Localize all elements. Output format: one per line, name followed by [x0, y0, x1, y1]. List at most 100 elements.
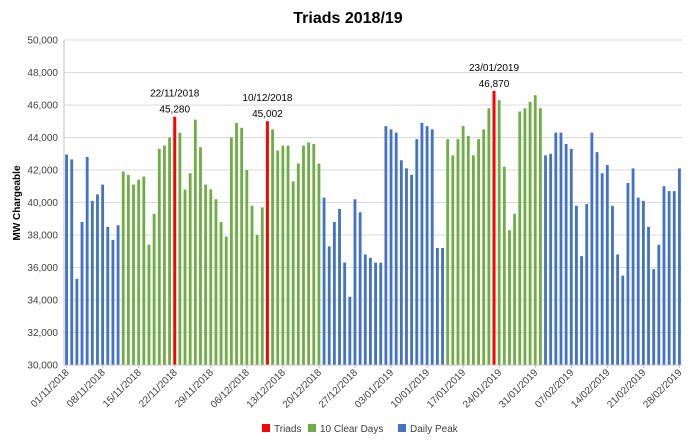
daily-peak-bar	[70, 159, 74, 365]
clear-day-bar	[487, 108, 491, 365]
legend-swatch	[308, 424, 316, 432]
y-axis-label: MW Chargeable	[12, 165, 23, 240]
y-tick-label: 42,000	[27, 166, 58, 177]
clear-day-bar	[235, 122, 238, 365]
clear-day-bar	[497, 100, 501, 365]
triad-bar	[265, 121, 269, 365]
daily-peak-bar	[96, 194, 99, 365]
daily-peak-bar	[399, 160, 403, 365]
daily-peak-bar	[394, 132, 398, 365]
clear-day-bar	[147, 244, 151, 365]
daily-peak-bar	[338, 209, 341, 365]
daily-peak-bar	[65, 154, 68, 365]
clear-day-bar	[296, 163, 300, 365]
clear-day-bar	[472, 155, 475, 365]
y-tick-label: 32,000	[27, 328, 58, 339]
y-tick-label: 38,000	[27, 231, 58, 242]
clear-day-bar	[291, 181, 295, 365]
chart-title: Triads 2018/19	[293, 10, 403, 27]
legend-label: 10 Clear Days	[320, 424, 383, 435]
legend-swatch	[398, 424, 406, 432]
daily-peak-bar	[636, 197, 640, 365]
clear-day-bar	[502, 166, 506, 365]
daily-peak-bar	[389, 129, 393, 365]
clear-day-bar	[286, 145, 290, 365]
daily-peak-bar	[430, 129, 434, 365]
legend-swatch	[262, 424, 270, 432]
daily-peak-bar	[327, 246, 331, 365]
gridlines	[64, 39, 682, 333]
daily-peak-bar	[90, 200, 94, 365]
clear-day-bar	[229, 137, 233, 365]
daily-peak-bar	[590, 132, 594, 365]
daily-peak-bar	[80, 222, 84, 365]
daily-peak-bar	[631, 168, 635, 365]
daily-peak-bar	[358, 212, 362, 365]
triad-value-label: 45,002	[252, 109, 283, 120]
legend: Triads 10 Clear Days Daily Peak	[262, 424, 459, 435]
daily-peak-bar	[611, 205, 614, 365]
daily-peak-bar	[85, 157, 89, 365]
clear-day-bar	[508, 230, 511, 365]
clear-day-bar	[245, 170, 249, 365]
daily-peak-bar	[435, 248, 439, 365]
clear-day-bar	[307, 142, 311, 365]
clear-day-bar	[157, 148, 161, 365]
clear-day-bar	[461, 126, 465, 365]
daily-peak-bar	[384, 126, 388, 365]
daily-peak-bar	[559, 132, 563, 365]
clear-day-bar	[168, 137, 171, 365]
clear-day-bar	[199, 147, 202, 365]
clear-day-bar	[281, 145, 285, 365]
y-tick-label: 34,000	[27, 296, 58, 307]
daily-peak-bar	[605, 165, 609, 365]
daily-peak-bar	[647, 226, 650, 365]
daily-peak-bar	[322, 197, 326, 365]
clear-day-bar	[178, 132, 182, 365]
triad-date-label: 10/12/2018	[242, 93, 292, 104]
clear-day-bar	[240, 127, 244, 365]
y-tick-label: 48,000	[27, 68, 58, 79]
daily-peak-bar	[405, 168, 408, 365]
clear-day-bar	[209, 189, 213, 365]
clear-day-bar	[446, 139, 450, 365]
daily-peak-bar	[678, 168, 681, 365]
clear-day-bar	[533, 95, 537, 365]
daily-peak-bar	[111, 239, 115, 365]
daily-peak-bar	[343, 262, 347, 365]
clear-day-bar	[188, 173, 192, 365]
y-tick-label: 44,000	[27, 133, 58, 144]
clear-day-bar	[523, 108, 527, 365]
legend-label: Triads	[274, 424, 301, 435]
daily-peak-bar	[657, 244, 661, 365]
clear-day-bar	[528, 101, 532, 365]
daily-peak-bar	[575, 205, 578, 365]
daily-peak-bar	[554, 132, 558, 365]
clear-day-bar	[276, 150, 280, 365]
x-tick-label: 28/02/2019	[641, 367, 684, 410]
y-tick-label: 40,000	[27, 198, 58, 209]
clear-day-bar	[451, 155, 455, 365]
triad-date-label: 22/11/2018	[150, 89, 200, 100]
daily-peak-bar	[626, 183, 630, 365]
y-tick-label: 36,000	[27, 263, 58, 274]
y-tick-label: 50,000	[27, 36, 58, 47]
daily-peak-bar	[652, 269, 656, 365]
clear-day-bar	[477, 139, 480, 365]
clear-day-bar	[224, 236, 228, 365]
clear-day-bar	[513, 213, 517, 365]
daily-peak-bar	[363, 254, 367, 365]
daily-peak-bar	[106, 226, 110, 365]
annotations: 22/11/2018 45,280 10/12/2018 45,002 23/01/20…	[150, 63, 519, 120]
daily-peak-bar	[662, 186, 666, 365]
clear-day-bar	[183, 189, 187, 365]
triad-value-label: 45,280	[159, 105, 190, 116]
daily-peak-bar	[585, 204, 589, 365]
clear-day-bar	[271, 129, 274, 365]
triad-bar	[492, 90, 496, 366]
daily-peak-bar	[374, 262, 377, 365]
daily-peak-bar	[116, 225, 120, 365]
daily-peak-bar	[415, 139, 419, 365]
